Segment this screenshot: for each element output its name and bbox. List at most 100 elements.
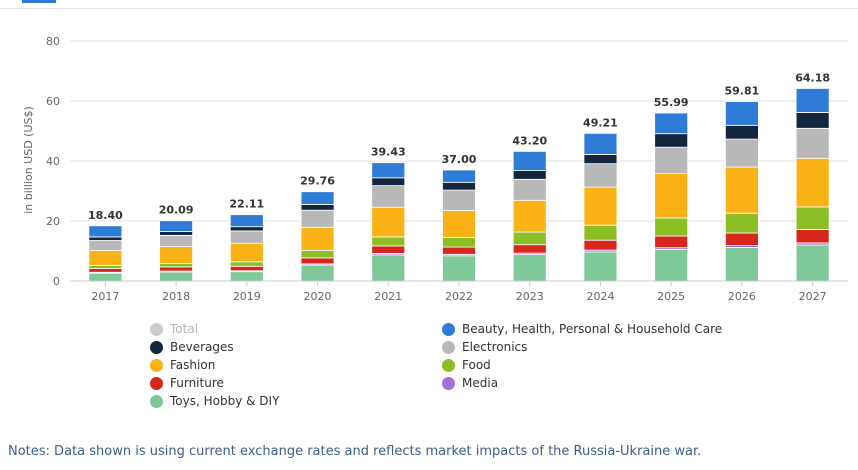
legend-label: Electronics xyxy=(462,340,528,354)
bar-segment xyxy=(512,231,547,246)
bar-segment xyxy=(300,249,335,259)
bar-segment xyxy=(583,186,618,226)
legend-swatch xyxy=(150,394,163,408)
total-label: 22.11 xyxy=(229,198,264,211)
legend-item[interactable]: Beverages xyxy=(150,338,234,356)
bars xyxy=(88,88,830,282)
legend-label: Beauty, Health, Personal & Household Car… xyxy=(462,322,723,336)
bar-segment xyxy=(725,166,759,214)
bar-segment xyxy=(583,251,618,282)
legend-swatch xyxy=(150,340,163,354)
total-label: 49.21 xyxy=(583,116,618,129)
y-tick-label: 60 xyxy=(46,95,60,108)
bar-segment xyxy=(300,209,335,228)
x-tick-label: 2017 xyxy=(91,290,119,303)
total-label: 18.40 xyxy=(88,209,123,222)
legend-label: Furniture xyxy=(170,376,224,390)
bar-segment xyxy=(88,225,123,238)
legend-item[interactable]: Food xyxy=(442,356,491,374)
bar-segment xyxy=(229,261,264,267)
bar-segment xyxy=(583,132,618,155)
x-tick-label: 2022 xyxy=(445,290,473,303)
x-tick-label: 2020 xyxy=(304,290,332,303)
total-label: 37.00 xyxy=(442,153,477,166)
chart-notes: Notes: Data shown is using current excha… xyxy=(8,444,702,459)
bar-segment xyxy=(512,150,547,171)
legend-swatch xyxy=(150,376,163,390)
x-tick-label: 2023 xyxy=(516,290,544,303)
bar-segment xyxy=(159,271,193,282)
legend-item[interactable]: Toys, Hobby & DIY xyxy=(150,392,279,410)
legend-label: Food xyxy=(462,358,491,372)
bar-segment xyxy=(159,220,193,232)
stacked-bar-chart: 0 20 40 60 80 in billion USD (US$) 18.40 20.0… xyxy=(22,35,848,303)
x-axis-ticks: 2017 2018 2019 2020 2021 2022 2023 2024 2025 2026… xyxy=(70,280,848,303)
legend-item[interactable]: Furniture xyxy=(150,374,224,392)
bar-segment xyxy=(229,271,264,282)
bar-segment xyxy=(725,124,759,140)
bar-segment xyxy=(442,189,476,211)
bar-segment xyxy=(583,224,618,241)
bar-segment xyxy=(654,133,689,148)
header-divider xyxy=(0,8,858,9)
active-tab-indicator xyxy=(22,0,56,3)
bar-segment xyxy=(88,264,123,269)
legend-item[interactable]: Electronics xyxy=(442,338,527,356)
legend-label: Toys, Hobby & DIY xyxy=(170,394,280,408)
legend-swatch xyxy=(442,340,455,354)
bar-segment xyxy=(583,163,618,188)
legend-item[interactable]: Beauty, Health, Personal & Household Car… xyxy=(442,320,722,338)
bar-segment xyxy=(159,263,193,268)
x-tick-label: 2027 xyxy=(799,290,827,303)
legend-label: Media xyxy=(462,376,499,390)
y-tick-label: 0 xyxy=(53,275,60,288)
legend-item[interactable]: Total xyxy=(150,320,198,338)
bar-segment xyxy=(229,242,264,263)
total-label: 20.09 xyxy=(159,204,194,217)
bar-segment xyxy=(300,191,335,205)
bar-segment xyxy=(371,177,406,187)
bar-segment xyxy=(88,236,123,241)
bar-segment xyxy=(371,254,406,282)
total-label: 64.18 xyxy=(795,71,830,84)
bar-segment xyxy=(512,254,547,282)
total-label: 55.99 xyxy=(654,96,689,109)
bar-segment xyxy=(229,230,264,244)
legend-swatch xyxy=(442,376,455,390)
bar-segment xyxy=(442,237,476,248)
bar-segment xyxy=(795,244,830,282)
legend-label: Fashion xyxy=(170,358,216,372)
bar-segment xyxy=(795,228,830,244)
bar-segment xyxy=(300,226,335,251)
bar-segment xyxy=(442,210,476,238)
bar-segment xyxy=(654,235,689,249)
bar-segment xyxy=(795,112,830,129)
bar-segment xyxy=(371,236,406,247)
bar-segment xyxy=(88,249,123,266)
bar-segment xyxy=(725,232,759,246)
total-label: 39.43 xyxy=(371,146,406,159)
x-tick-label: 2024 xyxy=(586,290,614,303)
bar-segment xyxy=(442,246,476,255)
y-tick-label: 80 xyxy=(46,35,60,48)
bar-segment xyxy=(159,246,193,265)
bar-segment xyxy=(371,162,406,179)
bar-segment xyxy=(159,266,193,272)
bar-segment xyxy=(88,272,123,282)
bar-segment xyxy=(442,255,476,282)
y-tick-label: 40 xyxy=(46,155,60,168)
legend-swatch xyxy=(442,358,455,372)
y-axis-label: in billion USD (US$) xyxy=(22,106,35,214)
legend-item[interactable]: Fashion xyxy=(150,356,215,374)
total-label: 59.81 xyxy=(725,85,760,98)
total-labels: 18.40 20.09 22.11 29.76 39.43 37.00 43.20 49.21… xyxy=(88,71,830,221)
bar-segment xyxy=(88,267,123,273)
bar-segment xyxy=(654,173,689,219)
total-label: 29.76 xyxy=(300,175,335,188)
total-label: 43.20 xyxy=(512,134,547,147)
bar-segment xyxy=(371,185,406,208)
bar-segment xyxy=(300,264,335,282)
legend-item[interactable]: Media xyxy=(442,374,498,392)
bar-segment xyxy=(371,245,406,254)
bar-segment xyxy=(229,226,264,232)
